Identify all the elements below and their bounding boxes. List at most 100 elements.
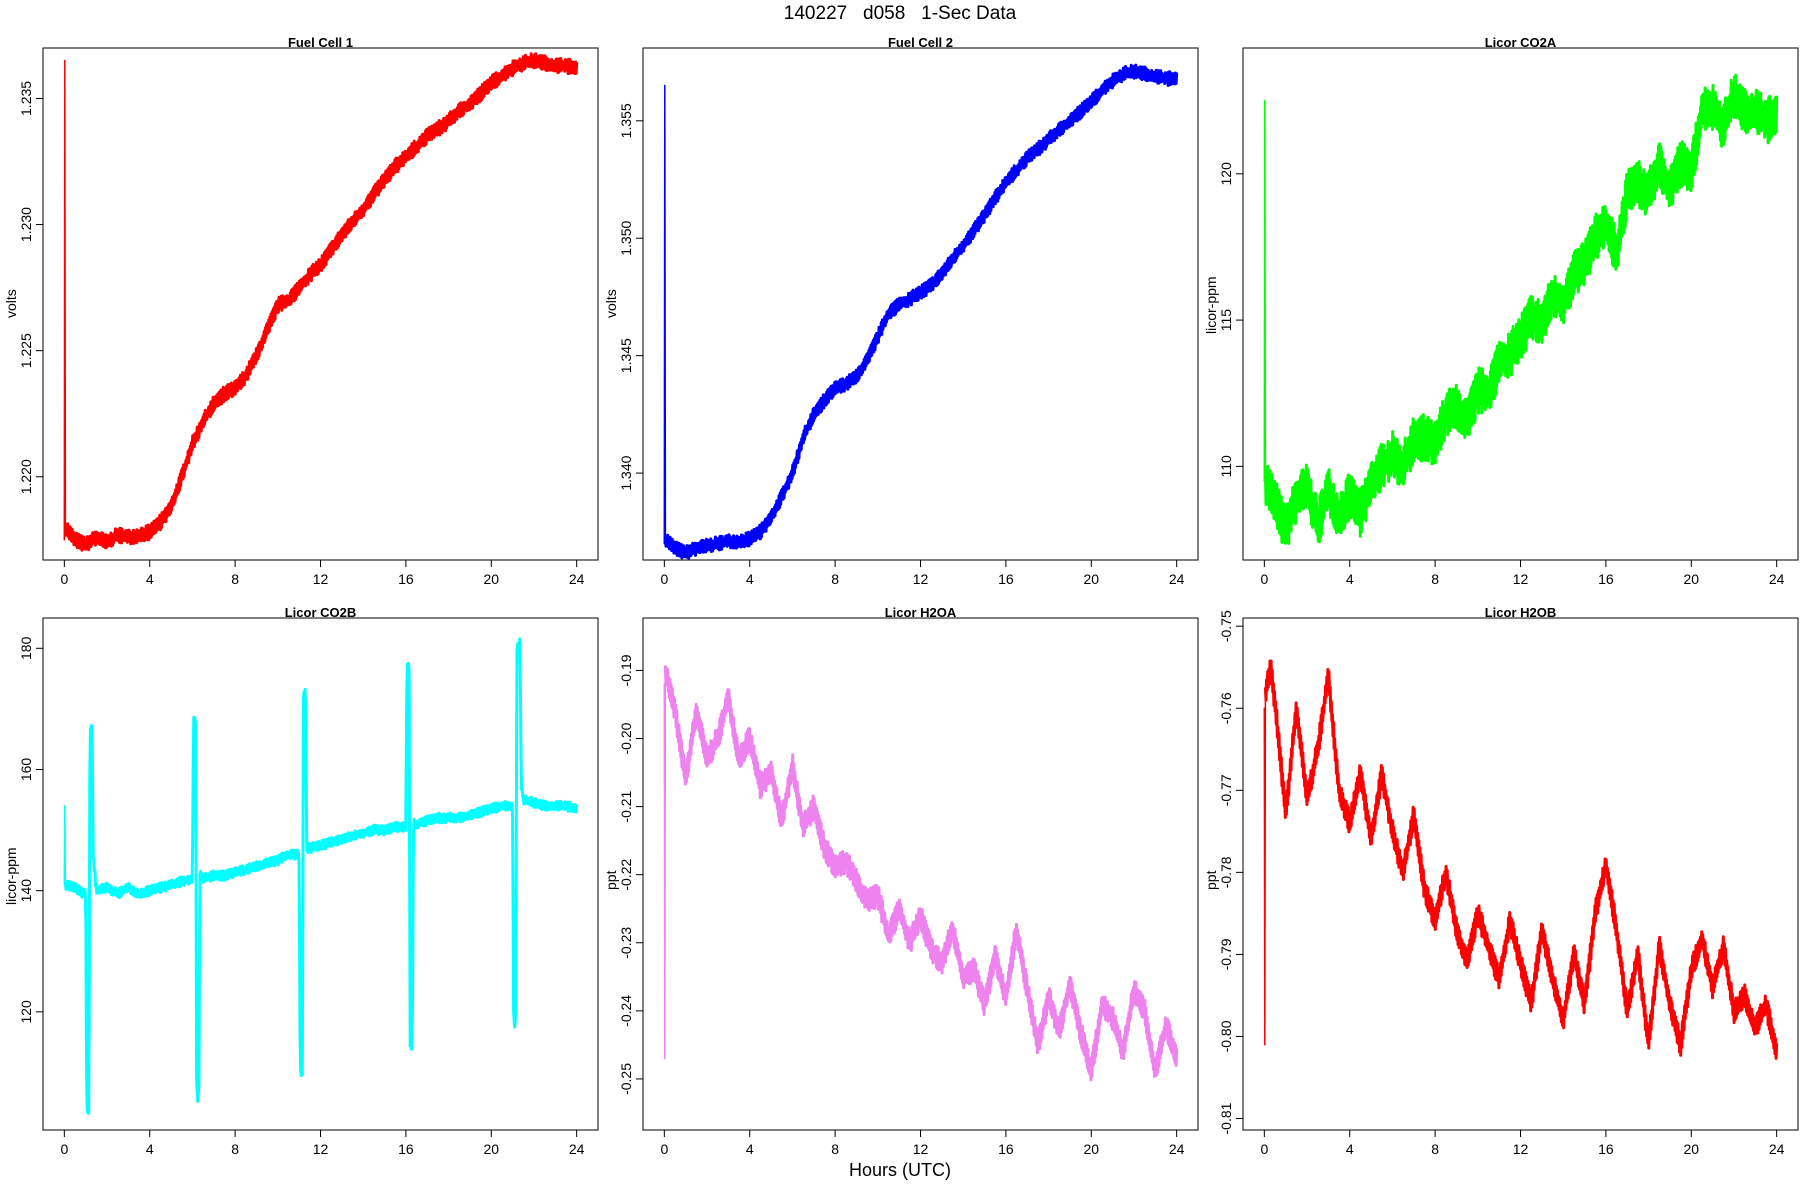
y-tick-label: 1.230 (18, 207, 34, 242)
plot-frame (42, 47, 599, 561)
data-point (319, 844, 322, 846)
data-point (64, 883, 67, 886)
y-tick-label: 1.355 (618, 103, 634, 138)
data-point (299, 1071, 302, 1074)
x-tick-label: 20 (1683, 1141, 1699, 1157)
data-point (1316, 748, 1319, 751)
y-tick-label: 1.350 (618, 221, 634, 256)
data-point (74, 886, 76, 889)
x-tick-label: 4 (146, 571, 154, 587)
data-point (951, 258, 954, 261)
data-point (1658, 945, 1661, 947)
x-tick-label: 8 (831, 571, 839, 587)
data-point (1122, 73, 1125, 75)
data-point (138, 892, 140, 895)
data-point (543, 62, 546, 64)
x-tick-label: 8 (831, 1141, 839, 1157)
data-point (511, 67, 514, 69)
data-point (887, 935, 890, 937)
data-point (748, 737, 751, 740)
data-point (1154, 1071, 1157, 1073)
data-point (1101, 89, 1103, 92)
data-line (663, 70, 1177, 554)
x-tick-label: 20 (1083, 571, 1099, 587)
data-point (983, 214, 986, 216)
panel-title: Fuel Cell 2 (887, 35, 954, 50)
data-point (373, 829, 375, 831)
plot-frame (642, 47, 1199, 561)
data-point (298, 853, 301, 856)
data-point (1327, 489, 1330, 491)
data-point (565, 805, 567, 807)
data-point (1615, 252, 1618, 254)
data-point (973, 230, 975, 232)
data-point (437, 127, 439, 130)
data-point (330, 841, 333, 843)
data-point (1413, 439, 1415, 441)
data-point (759, 785, 762, 787)
data-point (1562, 301, 1564, 304)
data-point (1270, 666, 1272, 668)
data-point (983, 1003, 986, 1005)
x-tick-label: 0 (660, 1141, 668, 1157)
data-point (1370, 838, 1372, 841)
y-tick-label: -0.78 (1218, 856, 1234, 888)
data-point (1594, 237, 1596, 239)
data-band (1263, 659, 1779, 1060)
data-band (63, 637, 579, 1115)
data-point (1143, 1010, 1146, 1012)
data-point (1037, 148, 1039, 150)
data-point (802, 437, 804, 439)
data-point (516, 647, 518, 650)
x-tick-label: 16 (1598, 1141, 1614, 1157)
x-tick-label: 24 (569, 1141, 585, 1157)
y-tick-label: -0.75 (1218, 610, 1234, 642)
x-tick-label: 20 (483, 1141, 499, 1157)
data-point (91, 726, 93, 728)
data-point (823, 846, 826, 849)
data-point (1498, 978, 1500, 980)
panel-title: Licor H2OA (884, 605, 957, 620)
data-band (663, 63, 1179, 560)
data-point (501, 74, 503, 77)
data-point (89, 732, 91, 734)
data-point (1165, 77, 1167, 80)
data-point (63, 883, 66, 886)
panel-licor-co2a: Licor CO2A licor-ppm 0 4 8 12 16 20 24 110 115 12… (1200, 0, 1800, 600)
data-point (1338, 515, 1340, 517)
data-point (706, 758, 708, 760)
y-tick-label: -0.81 (1218, 1102, 1234, 1134)
data-point (86, 1108, 88, 1110)
data-point (919, 291, 922, 294)
data-point (199, 871, 201, 874)
data-point (1743, 994, 1746, 997)
panel-title: Licor CO2B (284, 605, 357, 620)
data-point (1498, 360, 1500, 362)
data-point (490, 82, 493, 85)
series-h2ob (1263, 659, 1779, 1060)
data-point (684, 552, 687, 554)
data-point (1058, 1030, 1061, 1033)
x-tick-label: 4 (146, 1141, 154, 1157)
data-band (663, 665, 1179, 1082)
data-point (1348, 494, 1351, 497)
data-point (554, 805, 557, 807)
data-point (1775, 1052, 1778, 1054)
data-point (301, 1071, 304, 1074)
data-point (1455, 407, 1458, 409)
data-point (1551, 295, 1554, 298)
data-point (213, 402, 215, 405)
y-tick-label: -0.23 (618, 927, 634, 959)
data-point (1509, 920, 1511, 923)
data-point (458, 110, 461, 112)
data-point (511, 805, 514, 807)
data-point (759, 531, 762, 533)
data-point (748, 538, 751, 540)
data-point (1754, 1027, 1757, 1030)
data-point (330, 249, 333, 251)
data-point (781, 819, 783, 821)
data-point (195, 1095, 198, 1098)
panel-licor-co2b: Licor CO2B licor-ppm 0 4 8 12 16 20 24 120 140 16… (0, 570, 600, 1170)
data-point (1711, 105, 1714, 108)
data-point (194, 720, 197, 722)
